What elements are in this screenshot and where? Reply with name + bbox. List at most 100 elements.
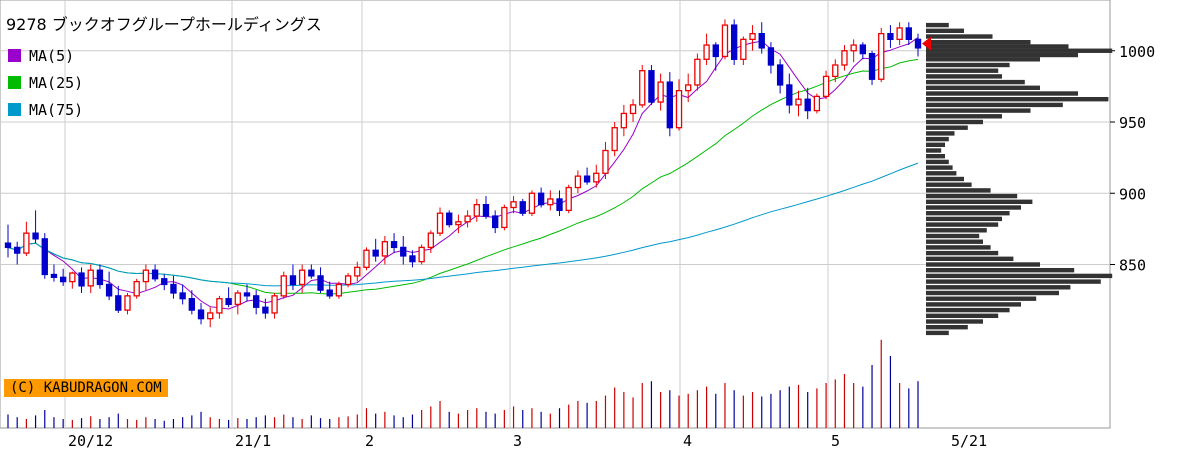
volume-profile-bar <box>926 148 942 153</box>
candle-body <box>482 203 490 217</box>
candle-body <box>115 295 122 311</box>
candle-body <box>639 70 646 106</box>
candle-body <box>703 44 710 60</box>
volume-profile-bar <box>926 193 1018 199</box>
volume-profile-bar <box>926 108 1031 113</box>
candle-body <box>308 269 315 277</box>
volume-profile-bar <box>926 34 993 39</box>
volume-profile-bar <box>926 216 1002 222</box>
volume-profile-bar <box>926 91 1078 96</box>
x-tick-label: 20/12 <box>68 432 113 450</box>
candle-body <box>151 269 159 280</box>
candle-body <box>243 292 251 297</box>
candle-body <box>87 269 94 287</box>
volume-profile-bar <box>926 199 1033 204</box>
volume-profile-bar <box>926 74 1002 79</box>
candle-body <box>730 24 738 60</box>
candle-body <box>105 283 113 297</box>
candle-body <box>657 81 664 103</box>
candle-body <box>207 312 214 320</box>
candle-body <box>170 283 177 294</box>
candle-body <box>556 198 563 211</box>
candle-body <box>326 289 333 297</box>
candle-body <box>23 232 30 254</box>
volume-profile-bar <box>926 205 1021 210</box>
candle-body <box>161 278 168 286</box>
volume-profile-bar <box>926 182 972 187</box>
volume-profile-bar <box>926 285 1071 290</box>
candle-body <box>896 27 903 41</box>
candle-body <box>289 275 297 286</box>
volume-profile-bar <box>926 142 945 147</box>
volume-profile-bar <box>926 313 999 318</box>
candle-body <box>124 295 131 311</box>
candle-body <box>262 306 269 314</box>
volume-profile-bar <box>926 302 1021 307</box>
candle-body <box>491 215 499 229</box>
volume-profile-bar <box>926 307 1010 313</box>
candle-body <box>602 149 609 174</box>
volume-profile-bar <box>926 165 953 170</box>
candle-body <box>795 98 802 106</box>
volume-profile-bar <box>926 228 987 233</box>
current-price-marker <box>922 36 931 51</box>
volume-profile-bar <box>926 273 1113 279</box>
candle-body <box>298 269 306 286</box>
x-tick-label: 5/21 <box>951 432 987 450</box>
volume-profile-bar <box>926 250 999 256</box>
candle-body <box>390 241 398 249</box>
candle-body <box>620 112 628 129</box>
candle-body <box>859 44 867 55</box>
candle-body <box>666 81 673 129</box>
volume-profile-bar <box>926 22 949 28</box>
candle-body <box>721 24 729 58</box>
candle-body <box>436 212 444 234</box>
legend-item-ma5: MA(5) <box>8 42 83 69</box>
volume-profile-bar <box>926 245 991 250</box>
volume-profile-bar <box>926 159 949 165</box>
candle-body <box>96 269 104 286</box>
candle-body <box>694 58 701 86</box>
candle-body <box>629 104 637 115</box>
x-tick-label: 5 <box>831 432 840 450</box>
candle-body <box>400 246 407 257</box>
volume-profile-bar <box>926 57 1040 62</box>
volume-profile-bar <box>926 28 964 33</box>
x-tick-label: 21/1 <box>235 432 271 450</box>
legend-label-ma5: MA(5) <box>29 46 75 65</box>
candle-body <box>804 98 811 112</box>
legend-swatch-ma75 <box>8 103 21 116</box>
y-tick-label: 900 <box>1119 185 1146 203</box>
ma75-line <box>7 162 919 287</box>
volume-profile-bar <box>926 290 1059 296</box>
candle-body <box>363 249 370 269</box>
candle-body <box>4 242 12 249</box>
candle-body <box>685 84 692 92</box>
candle-body <box>344 275 352 286</box>
volume-profile-bar <box>926 119 983 125</box>
volume-profile-bar <box>926 319 983 324</box>
candle-body <box>786 84 793 106</box>
candle-body <box>409 255 416 263</box>
candle-body <box>648 70 655 103</box>
candle-body <box>740 38 747 60</box>
x-tick-label: 2 <box>365 432 374 450</box>
candle-body <box>253 295 260 308</box>
candle-body <box>335 283 343 297</box>
candle-body <box>216 298 223 314</box>
volume-profile-bar <box>926 48 1113 53</box>
y-tick-label: 1000 <box>1119 43 1155 61</box>
candle-body <box>354 266 361 277</box>
legend-label-ma75: MA(75) <box>29 100 84 119</box>
legend-item-ma75: MA(75) <box>8 96 83 123</box>
volume-profile-bar <box>926 44 1069 49</box>
candle-body <box>188 298 196 311</box>
volume-profile-bar <box>926 239 983 244</box>
volume-profile-bar <box>926 176 964 182</box>
legend-item-ma25: MA(25) <box>8 69 83 96</box>
x-tick-label: 4 <box>683 432 692 450</box>
candle-body <box>528 192 536 214</box>
candle-body <box>473 203 480 217</box>
candle-body <box>914 38 922 49</box>
